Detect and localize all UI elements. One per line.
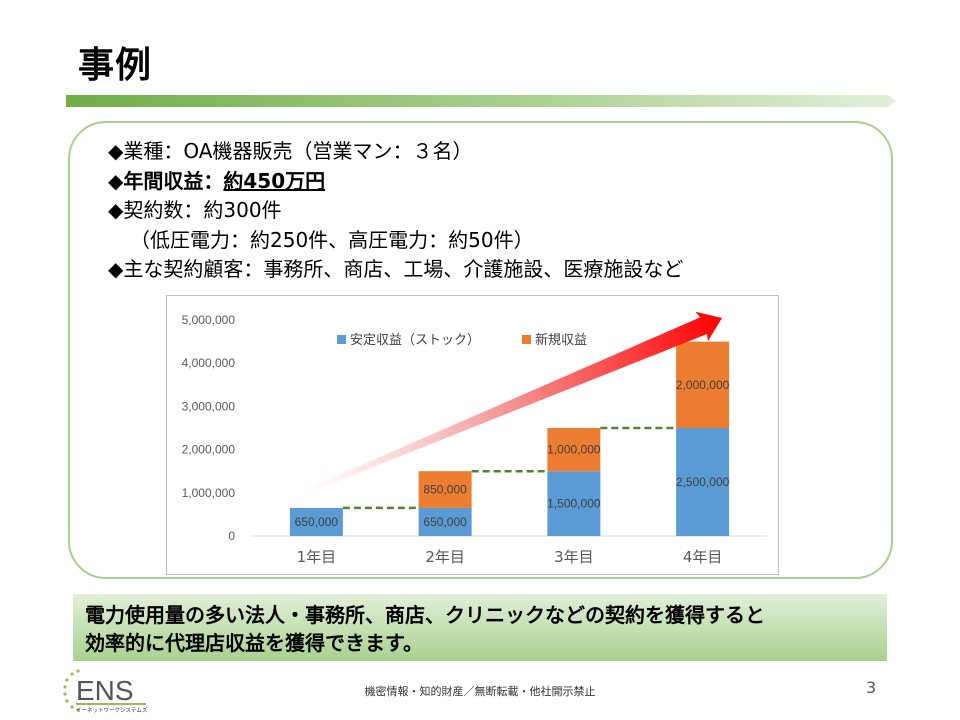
bullet-main-customers: ◆主な契約顧客：事務所、商店、工場、介護施設、医療施設など: [108, 257, 684, 281]
revenue-chart: 0 1,000,000 2,000,000 3,000,000 4,000,000 5,0…: [166, 295, 779, 575]
callout-line-2: 効率的に代理店収益を獲得できます。: [85, 631, 423, 655]
x-tick-label: 4年目: [683, 548, 723, 566]
revenue-chart-svg: 0 1,000,000 2,000,000 3,000,000 4,000,000 5,0…: [182, 311, 767, 566]
bullet-contract-breakdown: （低圧電力：約250件、高圧電力：約50件）: [130, 227, 534, 252]
legend-swatch-stock: [337, 335, 346, 344]
legend-label-stock: 安定収益（ストック）: [350, 333, 480, 348]
bullet-list: ◆業種：OA機器販売（営業マン：３名） ◆年間収益：約450万円 ◆契約数：約3…: [108, 137, 683, 285]
slide-title: 事例: [78, 45, 153, 86]
data-label-new: 1,000,000: [547, 443, 601, 457]
bar-stock: [676, 428, 730, 536]
legend-label-new: 新規収益: [535, 332, 587, 348]
annual-revenue-label: ◆年間収益：: [108, 168, 224, 193]
growth-trend-arrow-shape: [299, 311, 723, 496]
data-label-new: 2,000,000: [676, 378, 730, 392]
x-tick-label: 2年目: [425, 548, 465, 566]
data-label-stock: 650,000: [295, 515, 339, 529]
y-tick-label: 1,000,000: [182, 486, 236, 500]
bullet-industry: ◆業種：OA機器販売（営業マン：３名）: [108, 139, 473, 163]
data-label-stock: 2,500,000: [676, 475, 730, 489]
summary-callout: 電力使用量の多い法人・事務所、商店、クリニックなどの契約を獲得すると 効率的に代…: [73, 594, 887, 661]
bullet-contract-count: ◆契約数：約300件: [108, 198, 282, 222]
y-tick-label: 2,000,000: [182, 443, 236, 457]
callout-line-1: 電力使用量の多い法人・事務所、商店、クリニックなどの契約を獲得すると: [85, 603, 765, 627]
growth-trend-arrow: [299, 311, 723, 496]
confidentiality-note: 機密情報・知的財産／無断転載・他社開示禁止: [364, 685, 596, 698]
logo-subtext: イーネットワークシステムズ: [76, 706, 148, 714]
x-tick-label: 1年目: [297, 548, 337, 566]
bar-new: [676, 341, 730, 428]
ens-logo: ENS イーネットワークシステムズ: [63, 669, 148, 714]
title-underline-bar: [66, 95, 896, 107]
y-tick-label: 4,000,000: [182, 356, 236, 370]
logo-text: ENS: [76, 675, 134, 706]
annual-revenue-value: 約450万円: [223, 168, 326, 193]
bar-new: [547, 428, 601, 472]
legend-swatch-new: [522, 335, 531, 344]
y-tick-label: 0: [228, 529, 235, 543]
x-tick-label: 3年目: [554, 548, 594, 566]
data-label-stock: 650,000: [423, 515, 467, 529]
page-number: 3: [866, 678, 877, 697]
y-tick-label: 3,000,000: [182, 399, 236, 413]
data-label-stock: 1,500,000: [547, 497, 601, 511]
bar-stock: [418, 507, 472, 536]
y-tick-label: 5,000,000: [182, 313, 236, 327]
data-label-new: 850,000: [423, 483, 467, 497]
bar-new: [418, 471, 472, 508]
bullet-annual-revenue: ◆年間収益：約450万円: [108, 167, 683, 197]
bar-stock: [547, 471, 601, 536]
bar-stock: [289, 507, 343, 536]
